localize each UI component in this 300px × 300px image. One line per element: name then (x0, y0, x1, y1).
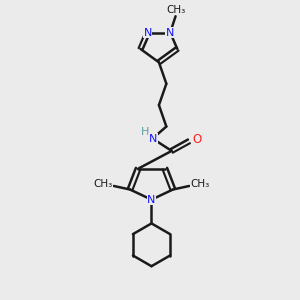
Text: N: N (147, 195, 156, 205)
Text: CH₃: CH₃ (94, 178, 113, 189)
Text: N: N (149, 134, 158, 144)
Text: N: N (166, 28, 174, 38)
Text: H: H (141, 127, 149, 137)
Text: CH₃: CH₃ (166, 5, 185, 15)
Text: O: O (193, 134, 202, 146)
Text: CH₃: CH₃ (190, 178, 209, 189)
Text: N: N (143, 28, 152, 38)
